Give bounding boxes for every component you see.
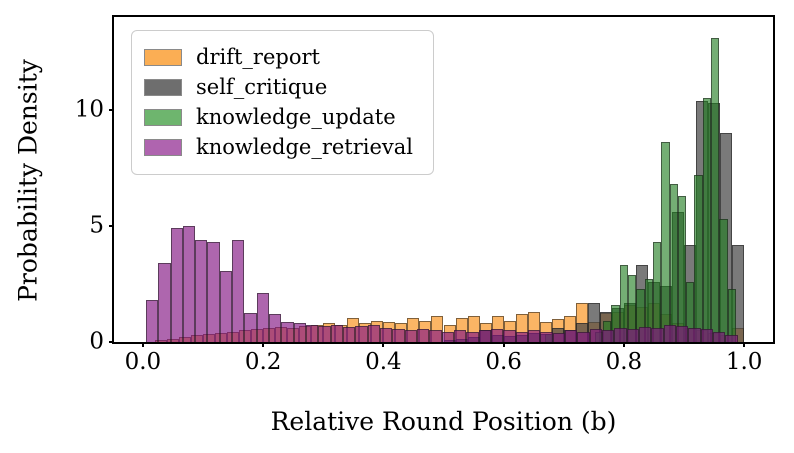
plot-area: 0.0 0.2 0.4 0.6 0.8 1.0 0 5 10 drift_report self_… <box>75 15 775 374</box>
legend-item: self_critique <box>144 75 413 100</box>
histogram-bar-knowledge_retrieval <box>441 331 454 342</box>
legend-swatch-knowledge_update <box>144 109 182 127</box>
x-tick-label: 0.8 <box>605 349 643 375</box>
legend-item: knowledge_retrieval <box>144 136 413 159</box>
legend-label: knowledge_retrieval <box>196 135 414 160</box>
histogram-bar-knowledge_retrieval <box>404 330 418 342</box>
histogram-bar-knowledge_retrieval <box>675 325 689 342</box>
histogram-bar-knowledge_update <box>702 98 712 342</box>
legend-item: knowledge_update <box>144 106 413 129</box>
histogram-bar-knowledge_retrieval <box>232 239 245 342</box>
x-tick-mark <box>382 342 385 347</box>
histogram-bar-knowledge_retrieval <box>589 329 602 342</box>
histogram-bar-knowledge_retrieval <box>478 330 491 342</box>
histogram-bar-knowledge_retrieval <box>700 329 713 342</box>
y-tick-mark <box>109 341 114 343</box>
histogram-bar-knowledge_retrieval <box>466 331 479 342</box>
x-tick-label: 0.0 <box>124 349 162 375</box>
histogram-bar-knowledge_retrieval <box>343 326 356 342</box>
histogram-bar-knowledge_update <box>719 218 728 342</box>
histogram-bar-knowledge_update <box>636 288 645 342</box>
histogram-bar-knowledge_update <box>669 184 678 342</box>
x-tick-mark <box>141 342 144 347</box>
histogram-bar-knowledge_retrieval <box>207 242 220 342</box>
histogram-bar-knowledge_retrieval <box>392 329 405 342</box>
histogram-bar-knowledge_retrieval <box>651 328 664 342</box>
histogram-bar-knowledge_retrieval <box>663 324 676 342</box>
histogram-bar-knowledge_retrieval <box>244 312 257 342</box>
histogram-bar-knowledge_retrieval <box>540 331 553 342</box>
histogram-bar-knowledge_update <box>628 274 637 342</box>
histogram-bar-knowledge_retrieval <box>503 330 516 342</box>
legend-item: drift_report <box>144 45 413 69</box>
histogram-bar-knowledge_retrieval <box>293 323 307 342</box>
histogram-bar-knowledge_retrieval <box>367 324 381 342</box>
histogram-bar-knowledge_update <box>727 288 736 342</box>
histogram-bar-knowledge_retrieval <box>515 331 528 342</box>
histogram-bar-knowledge_update <box>652 242 662 342</box>
legend-swatch-knowledge_retrieval <box>144 139 182 157</box>
y-tick-mark <box>109 224 114 227</box>
histogram-bar-knowledge_retrieval <box>429 330 442 342</box>
y-axis-label: Probability Density <box>13 59 43 302</box>
y-tick-label: 10 <box>74 96 104 123</box>
y-tick-label: 5 <box>89 212 104 239</box>
y-tick-mark <box>109 108 114 111</box>
histogram-bar-knowledge_retrieval <box>638 326 652 342</box>
x-tick-mark <box>262 342 265 347</box>
legend-swatch-drift_report <box>144 49 182 67</box>
histogram-bar-knowledge_update <box>694 174 703 342</box>
legend-label: self_critique <box>196 75 328 100</box>
histogram-bar-knowledge_retrieval <box>269 314 282 342</box>
histogram-bar-knowledge_update <box>711 37 720 342</box>
histogram-bar-knowledge_update <box>619 265 629 342</box>
histogram-bar-knowledge_retrieval <box>614 328 627 342</box>
histogram-bar-knowledge_retrieval <box>454 330 467 342</box>
x-tick-label: 0.4 <box>365 349 402 375</box>
histogram-bar-knowledge_update <box>644 279 653 342</box>
histogram-bar-knowledge_update <box>661 142 670 342</box>
x-axis-label: Relative Round Position (b) <box>270 407 617 436</box>
x-tick-mark <box>502 342 505 347</box>
x-tick-label: 0.2 <box>244 349 282 375</box>
x-tick-mark <box>622 342 625 347</box>
histogram-bar-knowledge_retrieval <box>355 325 368 342</box>
histogram-bar-knowledge_retrieval <box>256 293 270 342</box>
histogram-bar-knowledge_retrieval <box>219 271 233 342</box>
histogram-bar-knowledge_retrieval <box>306 324 319 342</box>
histogram-bar-knowledge_retrieval <box>281 322 294 342</box>
histogram-bar-knowledge_retrieval <box>330 324 344 342</box>
histogram-bar-knowledge_retrieval <box>527 330 541 342</box>
histogram-bar-knowledge_retrieval <box>182 225 196 342</box>
histogram-bar-knowledge_update <box>677 195 687 342</box>
y-tick-label: 0 <box>89 328 104 355</box>
x-tick-mark <box>743 342 746 347</box>
x-tick-label: 1.0 <box>725 349 763 375</box>
legend: drift_report self_critique knowledge_updat… <box>131 30 435 176</box>
x-tick-label: 0.6 <box>485 349 522 375</box>
histogram-bar-knowledge_retrieval <box>688 328 701 342</box>
histogram-bar-knowledge_retrieval <box>725 335 738 342</box>
legend-swatch-self_critique <box>144 79 182 97</box>
histogram-bar-knowledge_retrieval <box>601 330 615 342</box>
histogram-bar-knowledge_retrieval <box>712 331 726 342</box>
histogram-bar-knowledge_retrieval <box>552 332 565 342</box>
histogram-bar-knowledge_retrieval <box>577 331 590 342</box>
histogram-bar-knowledge_update <box>686 281 695 342</box>
histogram-bar-knowledge_retrieval <box>145 300 159 342</box>
legend-label: knowledge_update <box>196 105 396 130</box>
histogram-bar-knowledge_retrieval <box>380 328 393 342</box>
histogram-bar-knowledge_retrieval <box>318 325 331 342</box>
histogram-bar-knowledge_retrieval <box>564 330 578 342</box>
histogram-bar-knowledge_retrieval <box>195 239 208 342</box>
histogram-bar-knowledge_update <box>611 304 620 342</box>
legend-label: drift_report <box>196 45 320 69</box>
histogram-bar-knowledge_retrieval <box>491 329 504 342</box>
histogram-bar-knowledge_retrieval <box>417 329 430 342</box>
histogram-bar-knowledge_retrieval <box>626 329 639 342</box>
histogram-bar-knowledge_retrieval <box>158 263 171 342</box>
histogram-bar-knowledge_retrieval <box>170 228 183 342</box>
